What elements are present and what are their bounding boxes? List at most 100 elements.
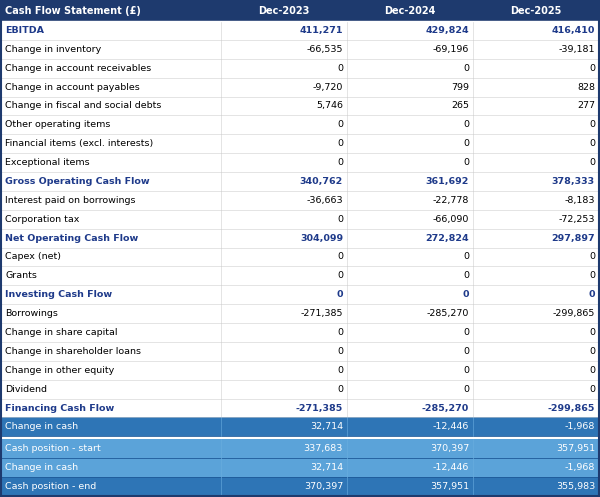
Text: 337,683: 337,683 <box>304 444 343 453</box>
Text: 0: 0 <box>463 252 469 261</box>
Text: Financial items (excl. interests): Financial items (excl. interests) <box>5 139 153 148</box>
Text: Cash Flow Statement (£): Cash Flow Statement (£) <box>5 6 141 16</box>
Text: Cash position - end: Cash position - end <box>5 482 96 491</box>
Text: Exceptional items: Exceptional items <box>5 158 89 167</box>
Text: 411,271: 411,271 <box>299 26 343 35</box>
Text: -66,090: -66,090 <box>433 215 469 224</box>
Text: Change in inventory: Change in inventory <box>5 45 101 54</box>
Bar <box>1 323 599 342</box>
Bar <box>1 40 599 59</box>
Text: 0: 0 <box>589 328 595 337</box>
Text: Borrowings: Borrowings <box>5 309 58 318</box>
Text: -66,535: -66,535 <box>307 45 343 54</box>
Bar <box>1 266 599 285</box>
Text: Change in account receivables: Change in account receivables <box>5 64 151 73</box>
Text: 32,714: 32,714 <box>310 463 343 472</box>
Text: Change in other equity: Change in other equity <box>5 366 114 375</box>
Bar <box>1 59 599 78</box>
Text: Change in cash: Change in cash <box>5 422 78 431</box>
Text: 32,714: 32,714 <box>310 422 343 431</box>
Bar <box>1 361 599 380</box>
Text: -36,663: -36,663 <box>307 196 343 205</box>
Text: 0: 0 <box>337 366 343 375</box>
Text: 0: 0 <box>589 64 595 73</box>
Bar <box>1 477 599 496</box>
Bar <box>1 304 599 323</box>
Text: 0: 0 <box>589 252 595 261</box>
Text: 799: 799 <box>451 83 469 91</box>
Text: 0: 0 <box>337 252 343 261</box>
Text: 361,692: 361,692 <box>425 177 469 186</box>
Text: -271,385: -271,385 <box>296 404 343 413</box>
Text: Interest paid on borrowings: Interest paid on borrowings <box>5 196 136 205</box>
Text: 0: 0 <box>589 347 595 356</box>
Text: 0: 0 <box>337 385 343 394</box>
Text: Net Operating Cash Flow: Net Operating Cash Flow <box>5 234 138 243</box>
Text: 0: 0 <box>463 328 469 337</box>
Text: 277: 277 <box>577 101 595 110</box>
Text: Grants: Grants <box>5 271 37 280</box>
Text: Dec-2025: Dec-2025 <box>511 6 562 16</box>
Text: Change in share capital: Change in share capital <box>5 328 118 337</box>
Text: 378,333: 378,333 <box>552 177 595 186</box>
Text: Financing Cash Flow: Financing Cash Flow <box>5 404 114 413</box>
Bar <box>1 191 599 210</box>
Bar <box>1 342 599 361</box>
Text: 0: 0 <box>463 158 469 167</box>
Text: 370,397: 370,397 <box>304 482 343 491</box>
Text: 0: 0 <box>463 290 469 299</box>
Text: Cash position - start: Cash position - start <box>5 444 101 453</box>
Text: 304,099: 304,099 <box>300 234 343 243</box>
Text: -12,446: -12,446 <box>433 422 469 431</box>
Text: 0: 0 <box>463 139 469 148</box>
Text: 0: 0 <box>589 366 595 375</box>
Text: 429,824: 429,824 <box>425 26 469 35</box>
Text: 0: 0 <box>337 139 343 148</box>
Text: 828: 828 <box>577 83 595 91</box>
Text: -69,196: -69,196 <box>433 45 469 54</box>
Text: 0: 0 <box>589 271 595 280</box>
Text: Corporation tax: Corporation tax <box>5 215 79 224</box>
Text: 0: 0 <box>463 120 469 129</box>
Text: -22,778: -22,778 <box>433 196 469 205</box>
Text: 0: 0 <box>337 64 343 73</box>
Text: Dec-2024: Dec-2024 <box>385 6 436 16</box>
Bar <box>1 96 599 115</box>
Text: 0: 0 <box>463 347 469 356</box>
Text: Capex (net): Capex (net) <box>5 252 61 261</box>
Text: 0: 0 <box>337 215 343 224</box>
Text: 416,410: 416,410 <box>551 26 595 35</box>
Bar <box>1 380 599 399</box>
Bar <box>1 172 599 191</box>
Text: 357,951: 357,951 <box>430 482 469 491</box>
Text: -271,385: -271,385 <box>301 309 343 318</box>
Bar <box>1 78 599 96</box>
Text: 297,897: 297,897 <box>551 234 595 243</box>
Bar <box>1 248 599 266</box>
Text: 0: 0 <box>337 328 343 337</box>
Text: 0: 0 <box>337 271 343 280</box>
Text: 0: 0 <box>463 366 469 375</box>
Bar <box>1 417 599 436</box>
Bar <box>1 210 599 229</box>
Text: -1,968: -1,968 <box>565 422 595 431</box>
Bar <box>1 1 599 21</box>
Bar <box>1 134 599 153</box>
Text: Other operating items: Other operating items <box>5 120 110 129</box>
Text: EBITDA: EBITDA <box>5 26 44 35</box>
Text: Gross Operating Cash Flow: Gross Operating Cash Flow <box>5 177 149 186</box>
Text: -1,968: -1,968 <box>565 463 595 472</box>
Text: 0: 0 <box>337 158 343 167</box>
Text: 355,983: 355,983 <box>556 482 595 491</box>
Text: -299,865: -299,865 <box>548 404 595 413</box>
Text: -9,720: -9,720 <box>313 83 343 91</box>
Text: Change in cash: Change in cash <box>5 463 78 472</box>
Text: 0: 0 <box>589 385 595 394</box>
Text: 0: 0 <box>463 271 469 280</box>
Text: 0: 0 <box>589 290 595 299</box>
Bar <box>1 21 599 40</box>
Bar <box>1 115 599 134</box>
Text: Dividend: Dividend <box>5 385 47 394</box>
Bar <box>1 399 599 417</box>
Text: 0: 0 <box>589 120 595 129</box>
